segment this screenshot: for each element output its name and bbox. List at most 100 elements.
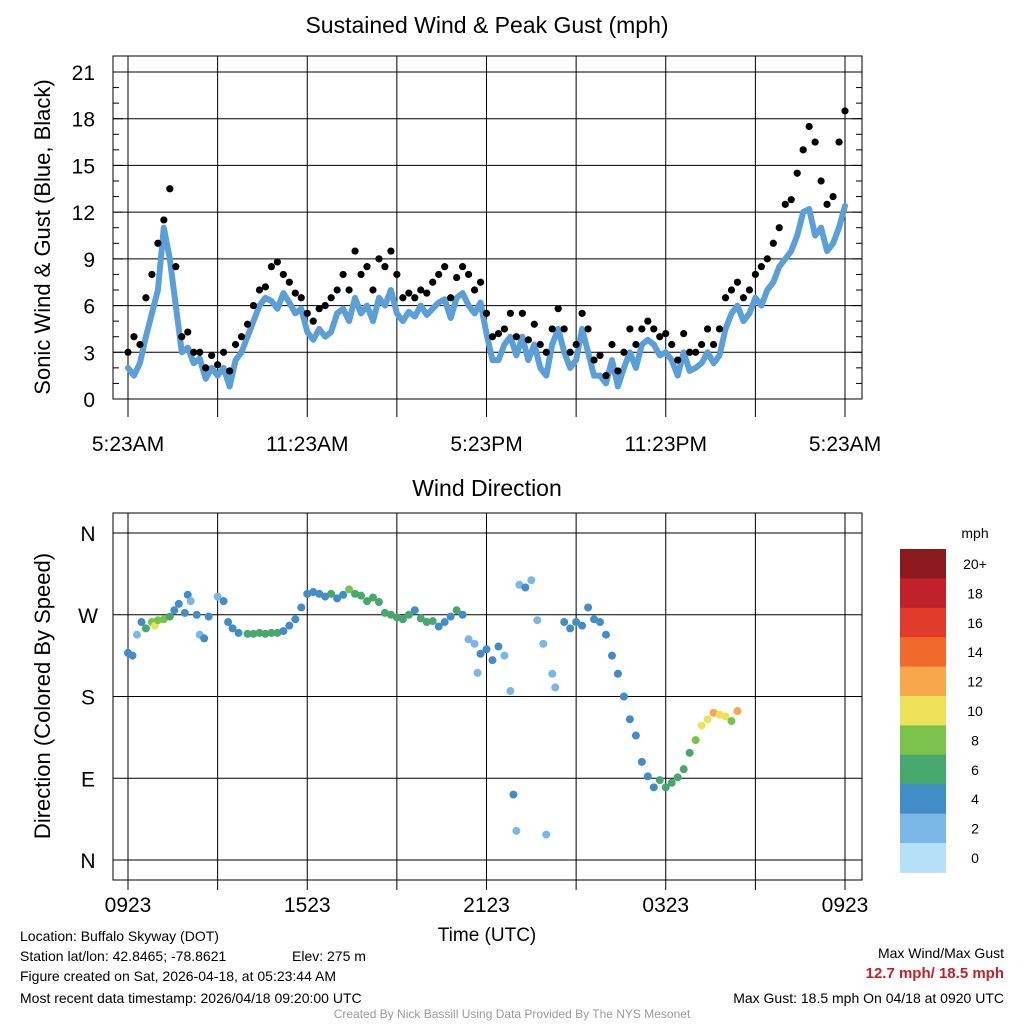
- peak-gust-point: [829, 192, 837, 201]
- wind-direction-point: [703, 715, 712, 724]
- wind-direction-point: [625, 715, 634, 724]
- top-x-tick-label: 5:23PM: [450, 433, 522, 456]
- wind-direction-point: [515, 580, 524, 589]
- peak-gust-point: [781, 200, 789, 208]
- peak-gust-point: [220, 348, 228, 356]
- colorbar-swatch: [900, 578, 946, 609]
- wind-direction-point: [398, 615, 407, 624]
- peak-gust-point: [811, 138, 819, 146]
- peak-gust-point: [160, 216, 168, 224]
- wind-direction-point: [512, 826, 521, 835]
- wind-direction-point: [321, 592, 330, 601]
- peak-gust-point: [447, 294, 455, 302]
- wind-direction-point: [596, 618, 605, 627]
- colorbar-label: 16: [967, 615, 983, 631]
- peak-gust-point: [548, 325, 556, 333]
- wind-direction-point: [267, 628, 276, 637]
- wind-direction-point: [357, 591, 366, 600]
- peak-gust-point: [399, 294, 407, 302]
- peak-gust-point: [255, 286, 264, 294]
- peak-gust-point: [799, 146, 807, 154]
- top-y-tick-label: 12: [72, 202, 95, 225]
- bottom-y-tick-label: N: [80, 850, 95, 873]
- peak-gust-point: [214, 361, 222, 369]
- wind-direction-point: [533, 616, 542, 625]
- peak-gust-point: [130, 333, 138, 341]
- wind-direction-point: [386, 610, 395, 619]
- wind-direction-point: [291, 615, 300, 624]
- peak-gust-point: [482, 309, 491, 317]
- colorbar-label: 8: [971, 732, 979, 748]
- wind-direction-point: [132, 630, 141, 639]
- peak-gust-point: [739, 294, 748, 302]
- wind-direction-point: [470, 639, 479, 648]
- top-y-tick-label: 3: [83, 342, 95, 365]
- wind-direction-point: [619, 692, 628, 701]
- wind-direction-point: [572, 618, 581, 627]
- colorbar-label: 20+: [963, 556, 987, 572]
- wind-direction-point: [192, 610, 201, 619]
- wind-direction-point: [315, 589, 324, 598]
- peak-gust-point: [231, 340, 240, 349]
- peak-gust-point: [423, 289, 431, 297]
- wind-direction-point: [458, 610, 467, 619]
- wind-direction-point: [213, 592, 222, 601]
- peak-gust-point: [530, 320, 538, 328]
- wind-direction-point: [416, 614, 425, 623]
- wind-direction-point: [473, 668, 482, 677]
- peak-gust-point: [417, 286, 425, 294]
- wind-direction-point: [506, 687, 515, 696]
- wind-direction-point: [566, 624, 575, 633]
- colorbar-swatch: [900, 843, 946, 873]
- peak-gust-point: [303, 309, 311, 317]
- bottom-y-axis-label: Direction (Colored By Speed): [30, 553, 55, 839]
- peak-gust-point: [757, 263, 765, 271]
- wind-direction-point: [697, 721, 706, 730]
- peak-gust-point: [680, 330, 688, 338]
- peak-gust-point: [333, 286, 341, 294]
- bottom-y-tick-label: E: [81, 768, 95, 791]
- colorbar-label: 6: [971, 762, 979, 778]
- peak-gust-point: [261, 283, 270, 291]
- peak-gust-point: [584, 325, 592, 333]
- bottom-plot-frame: [112, 512, 863, 881]
- wind-direction-point: [339, 590, 348, 599]
- wind-direction-point: [667, 778, 676, 787]
- peak-gust-point: [172, 263, 180, 271]
- station-latlon-text: Station lat/lon: 42.8465; -78.8621: [20, 948, 227, 964]
- figure-created-text: Figure created on Sat, 2026-04-18, at 05…: [20, 968, 336, 984]
- colorbar-label: 4: [971, 791, 979, 807]
- peak-gust-point: [136, 340, 144, 349]
- wind-direction-point: [422, 618, 431, 627]
- peak-gust-point: [166, 185, 174, 193]
- wind-direction-point: [170, 606, 179, 615]
- peak-gust-point: [506, 309, 514, 317]
- peak-gust-point: [291, 289, 299, 297]
- peak-gust-point: [823, 200, 831, 208]
- peak-gust-point: [393, 270, 401, 279]
- wind-direction-point: [509, 790, 518, 799]
- wind-direction-point: [464, 635, 473, 644]
- peak-gust-point: [297, 294, 305, 302]
- peak-gust-point: [620, 348, 628, 356]
- wind-direction-point: [345, 585, 354, 594]
- peak-gust-point: [321, 301, 329, 310]
- wind-direction-point: [452, 606, 461, 615]
- peak-gust-point: [650, 325, 658, 333]
- peak-gust-point: [196, 348, 204, 356]
- peak-gust-point: [668, 340, 676, 349]
- wind-direction-point: [243, 629, 252, 638]
- recent-timestamp-text: Most recent data timestamp: 2026/04/18 0…: [20, 990, 362, 1006]
- colorbar-label: 14: [967, 644, 983, 660]
- wind-direction-point: [643, 772, 652, 781]
- wind-direction-point: [174, 599, 183, 608]
- wind-direction-point: [428, 617, 437, 626]
- colorbar-label: 18: [967, 585, 983, 601]
- wind-direction-point: [691, 736, 700, 745]
- wind-direction-point: [584, 603, 593, 612]
- wind-direction-point: [727, 717, 736, 726]
- speed-colorbar: mph 20+ 18 16 14 12 10 8 6 4 2 0: [900, 525, 989, 873]
- peak-gust-point: [345, 286, 353, 294]
- peak-gust-point: [381, 263, 389, 271]
